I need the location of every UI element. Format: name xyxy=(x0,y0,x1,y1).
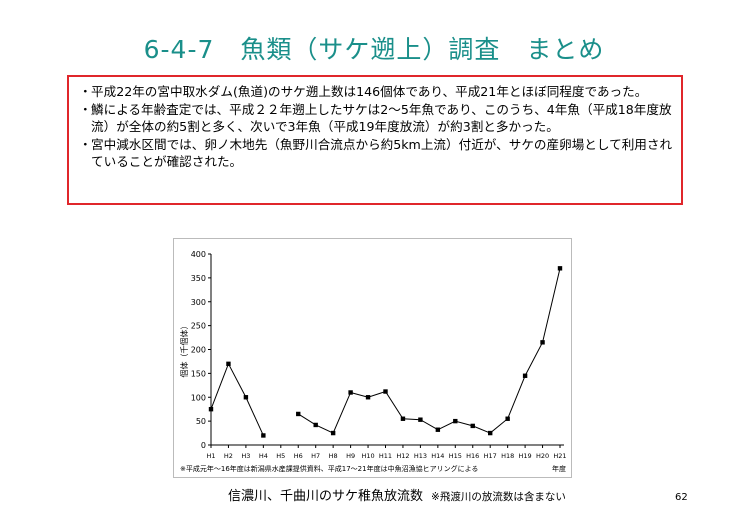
x-tick-label: H7 xyxy=(311,452,320,460)
y-tick-label: 0 xyxy=(201,441,206,450)
bullet-mark: ・ xyxy=(79,136,92,152)
data-point xyxy=(470,423,475,429)
x-tick-label: H9 xyxy=(346,452,355,460)
x-tick-label: H20 xyxy=(536,452,549,460)
data-point xyxy=(557,266,563,271)
x-tick-label: H21 xyxy=(553,452,566,460)
page-number: 62 xyxy=(675,492,688,503)
data-point xyxy=(208,406,214,412)
data-point xyxy=(296,411,301,417)
x-tick-label: H16 xyxy=(466,452,479,460)
release-chart: 0 50 100 150 200 250 300 350 400 H1 H2 H3 H4 H5 H6 H7 H8… xyxy=(179,250,567,473)
x-tick-label: H17 xyxy=(484,452,497,460)
x-tick-label: H8 xyxy=(329,452,338,460)
data-point xyxy=(488,430,493,436)
chart-frame: 0 50 100 150 200 250 300 350 400 H1 H2 H3 H4 H5 H6 H7 H8… xyxy=(173,238,572,478)
caption-note: ※飛渡川の放流数は含まない xyxy=(431,491,566,503)
x-tick-label: H10 xyxy=(361,452,374,460)
data-point xyxy=(435,427,441,432)
summary-bullet: ・ 宮中減水区間では、卵ノ木地先（魚野川合流点から約5km上流）付近が、サケの産… xyxy=(79,136,673,171)
y-axis-label: 個体（千個体） xyxy=(179,322,189,378)
y-tick-label: 350 xyxy=(191,274,206,283)
caption-text: 信濃川、千曲川のサケ稚魚放流数 xyxy=(228,489,424,504)
data-point xyxy=(540,340,545,345)
data-point xyxy=(522,373,528,378)
x-tick-label: H12 xyxy=(396,452,409,460)
data-point xyxy=(418,417,423,422)
summary-bullet: ・ 平成22年の宮中取水ダム(魚道)のサケ遡上数は146個体であり、平成21年と… xyxy=(79,83,673,101)
data-point xyxy=(365,395,371,400)
bullet-mark: ・ xyxy=(79,84,92,99)
x-tick-label: H6 xyxy=(294,452,303,460)
data-point xyxy=(226,361,231,367)
y-tick-label: 250 xyxy=(191,322,206,331)
slide-title: 6-4-7 魚類（サケ遡上）調査 まとめ xyxy=(143,35,605,64)
x-tick-label: H2 xyxy=(224,452,233,460)
source-note: ※平成元年～16年度は新潟県水産課提供資料、平成17～21年度は中魚沼漁協ヒアリ… xyxy=(180,464,478,473)
summary-box: ・ 平成22年の宮中取水ダム(魚道)のサケ遡上数は146個体であり、平成21年と… xyxy=(67,75,683,205)
x-tick-label: H14 xyxy=(431,452,444,460)
y-tick-label: 50 xyxy=(196,417,206,426)
x-tick-label: H18 xyxy=(501,452,514,460)
bullet-text: 平成22年の宮中取水ダム(魚道)のサケ遡上数は146個体であり、平成21年とほぼ… xyxy=(91,84,648,99)
bullet-text: 宮中減水区間では、卵ノ木地先（魚野川合流点から約5km上流）付近が、サケの産卵場… xyxy=(91,136,673,170)
x-tick-label: H19 xyxy=(519,452,532,460)
chart-caption: 信濃川、千曲川のサケ稚魚放流数 ※飛渡川の放流数は含まない xyxy=(228,485,566,504)
series-line xyxy=(210,362,264,436)
x-tick-label: H15 xyxy=(449,452,462,460)
x-tick-label: H4 xyxy=(259,452,268,460)
data-point xyxy=(330,430,336,436)
x-tick-label: H5 xyxy=(276,452,285,460)
data-point xyxy=(261,433,266,438)
summary-bullet: ・ 鱗による年齢査定では、平成２２年遡上したサケは2～5年魚であり、このうち、4… xyxy=(79,101,673,136)
data-point xyxy=(453,418,458,424)
x-tick-label: H11 xyxy=(379,452,392,460)
x-tick-label: H3 xyxy=(241,452,250,460)
x-tick-label: H1 xyxy=(206,452,215,460)
y-tick-label: 150 xyxy=(191,369,206,378)
series-line xyxy=(297,268,561,434)
data-point xyxy=(383,389,388,394)
bullet-mark: ・ xyxy=(79,101,92,117)
data-point xyxy=(505,416,510,421)
x-axis-label: 年度 xyxy=(552,464,566,473)
data-point xyxy=(348,390,353,395)
data-point xyxy=(243,395,249,400)
y-tick-label: 200 xyxy=(191,346,206,355)
bullet-text: 鱗による年齢査定では、平成２２年遡上したサケは2～5年魚であり、このうち、4年魚… xyxy=(91,101,672,135)
y-tick-label: 400 xyxy=(191,250,206,259)
y-tick-label: 300 xyxy=(191,298,206,307)
data-point xyxy=(313,422,318,428)
y-tick-label: 100 xyxy=(191,393,206,402)
x-tick-label: H13 xyxy=(414,452,427,460)
data-point xyxy=(400,416,406,421)
